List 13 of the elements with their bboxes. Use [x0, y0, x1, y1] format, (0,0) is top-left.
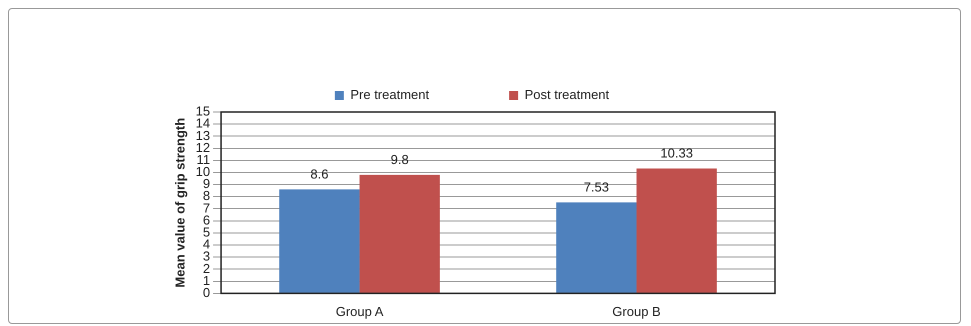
bar [360, 174, 440, 293]
y-axis-title: Mean value of grip strength [172, 118, 188, 288]
legend-label: Post treatment [524, 87, 610, 102]
data-label: 8.6 [310, 166, 328, 182]
data-label: 9.8 [390, 152, 409, 167]
data-label: 10.33 [660, 146, 693, 161]
bar [636, 168, 717, 293]
legend-label: Pre treatment [350, 87, 430, 102]
bar [556, 202, 637, 293]
data-label: 7.53 [584, 179, 610, 194]
bar [279, 189, 360, 293]
x-tick-label: Group A [336, 304, 384, 319]
x-tick-label: Group B [612, 304, 661, 319]
